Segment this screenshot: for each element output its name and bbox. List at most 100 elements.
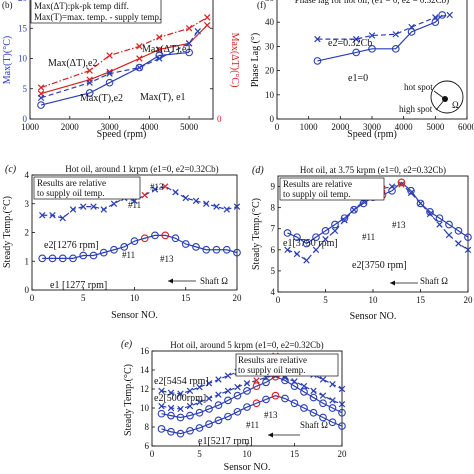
data-point [162, 183, 169, 190]
data-point [80, 203, 87, 210]
x-tick-label: 10 [369, 295, 379, 305]
data-point [338, 422, 346, 430]
chart-title: Hot oil, at 3.75 krpm (e1=0, e2=0.32Cb) [300, 165, 446, 175]
series-line [317, 14, 443, 62]
data-point [233, 203, 241, 210]
data-point [185, 40, 193, 47]
note-line: Results are relative [238, 355, 307, 365]
x-tick-label: 4000 [140, 122, 159, 132]
data-point [140, 234, 149, 243]
annotation: #13 [160, 254, 174, 264]
data-point [194, 28, 201, 35]
data-point [338, 408, 346, 417]
y-tick-label: 0 [270, 114, 275, 124]
data-point [177, 390, 184, 397]
data-point [243, 403, 251, 411]
data-point [39, 212, 46, 219]
series-group [37, 14, 211, 91]
data-point [186, 426, 194, 435]
y-tick-label: 20 [265, 66, 275, 76]
x-axis-label: Sensor NO. [350, 311, 397, 322]
data-point [196, 399, 203, 406]
plot-frame [276, 0, 468, 120]
data-point [455, 240, 462, 247]
annotation: Max(T), e1 [140, 92, 186, 103]
data-point [262, 395, 270, 404]
y-tick-label: 14 [140, 365, 150, 375]
data-point [167, 411, 175, 420]
data-point [243, 380, 251, 387]
data-point [167, 427, 175, 436]
y-tick-label: 6 [271, 245, 276, 255]
data-point [391, 44, 400, 53]
data-point [89, 251, 98, 260]
legend-line: Max(T)=max. temp. - supply temp. [34, 12, 161, 22]
data-point [186, 402, 194, 410]
panel-letter: (e) [121, 339, 133, 350]
x-tick-label: 2000 [331, 122, 350, 132]
data-point [172, 189, 179, 196]
data-point [310, 387, 317, 395]
data-point [435, 214, 444, 223]
data-point [328, 404, 337, 412]
data-point [157, 425, 166, 433]
data-point [243, 387, 251, 395]
data-point [352, 35, 360, 43]
data-point [141, 191, 148, 199]
data-point [253, 377, 260, 384]
y-axis-label: Steady Temp.(°C) [123, 364, 134, 436]
y-axis-label: Steady Temp.(°C) [2, 196, 13, 268]
data-point [293, 233, 301, 242]
annotation: Shaft Ω [420, 276, 448, 286]
data-point [329, 397, 336, 404]
data-point [86, 67, 93, 74]
panel-letter: (f) [257, 0, 266, 10]
data-point [302, 239, 311, 248]
x-tick-label: 3000 [363, 122, 382, 132]
y-axis-label-right: Max(ΔT)(°C) [229, 33, 240, 88]
note-box [279, 177, 385, 201]
x-tick-label: 1000 [21, 122, 40, 132]
annotation: Shaft Ω [200, 276, 228, 286]
y-axis-label: Steady Temp.(°C) [251, 198, 262, 270]
y-tick-label: 10 [265, 90, 275, 100]
x-tick-label: 0 [150, 449, 155, 459]
data-point [192, 197, 200, 205]
data-point [281, 376, 289, 385]
data-point [283, 229, 292, 237]
data-point [312, 246, 320, 254]
data-point [340, 214, 349, 223]
note-line: to supply oil temp. [37, 188, 105, 198]
data-point [196, 383, 203, 391]
data-point [445, 220, 453, 229]
data-point [86, 79, 93, 86]
data-point [392, 31, 399, 38]
y-tick-label: 5 [23, 84, 28, 94]
x-tick-label: 4000 [395, 122, 414, 132]
data-point [338, 385, 346, 393]
x-tick-label: 20 [464, 295, 474, 305]
panel-letter: (b) [2, 0, 13, 10]
data-point [368, 32, 376, 39]
data-point [105, 78, 114, 87]
y-axis-label: Phase Lag (°) [250, 33, 261, 88]
x-tick-label: 5000 [180, 122, 199, 132]
data-point [407, 186, 415, 195]
data-point [233, 248, 241, 257]
x-tick-label: 20 [233, 293, 243, 303]
data-point [212, 245, 221, 254]
data-point [293, 250, 301, 258]
data-point [136, 43, 143, 50]
data-point [341, 217, 348, 224]
x-tick-label: 10 [243, 449, 253, 459]
data-point [205, 420, 213, 429]
y-tick-label: 6 [145, 441, 150, 451]
x-tick-label: 1000 [300, 122, 319, 132]
data-point [213, 203, 220, 210]
data-point [58, 254, 67, 263]
data-point [205, 380, 213, 387]
x-tick-label: 15 [290, 449, 300, 459]
data-point [176, 429, 185, 438]
data-point [234, 383, 241, 391]
data-point [85, 89, 94, 97]
